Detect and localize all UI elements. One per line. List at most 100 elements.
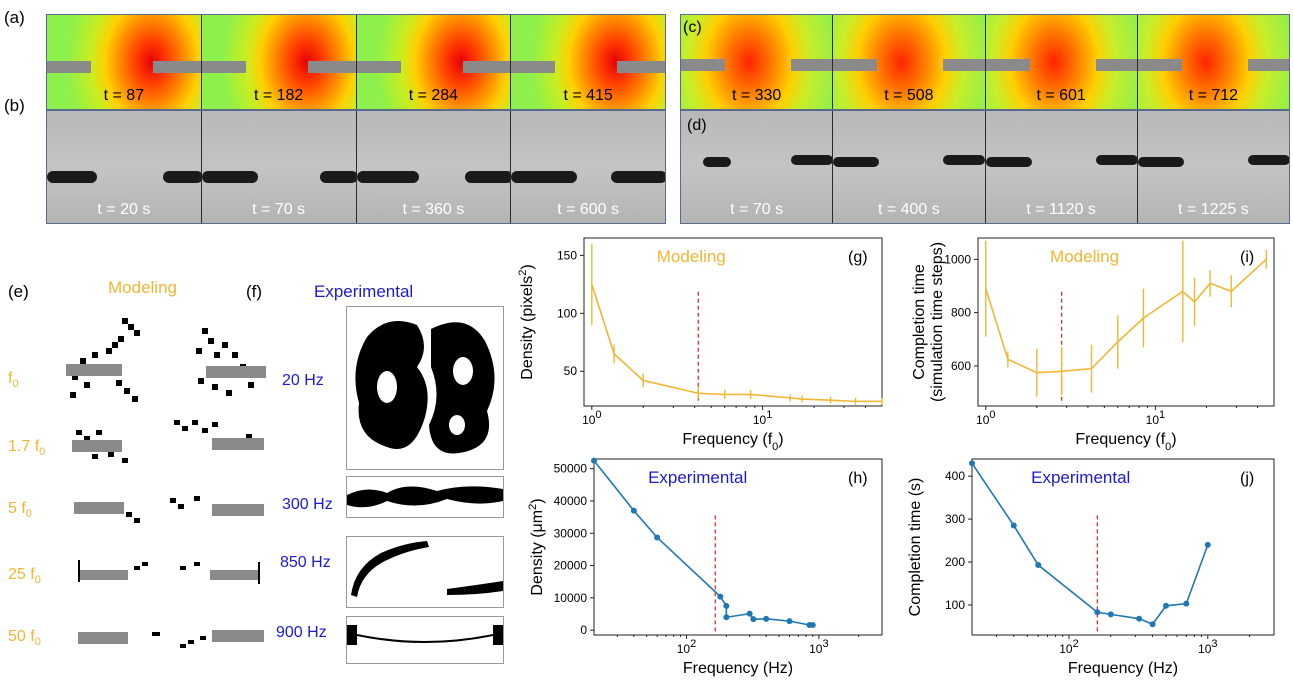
sim-strip-left: t = 87 t = 182 t = 284 t = 415 (46, 14, 666, 110)
sim-frame: t = 508 (833, 15, 986, 109)
time-label: t = 70 s (730, 201, 784, 218)
panel-label-h: (h) (848, 470, 868, 487)
y-axis-label-line2: (simulation time steps) (929, 242, 946, 402)
y-tick-label: 100 (945, 598, 965, 612)
time-label: t = 712 (1188, 87, 1239, 104)
row-label-20hz: 20 Hz (282, 372, 324, 389)
y-tick-label: 50000 (554, 462, 588, 476)
row-label-900hz: 900 Hz (276, 624, 327, 641)
y-tick-label: 800 (951, 306, 971, 320)
data-point (750, 616, 757, 623)
chart-title: Modeling (657, 247, 726, 266)
data-point (723, 614, 730, 621)
time-label: t = 508 (884, 87, 934, 104)
y-tick-label: 20000 (554, 559, 588, 573)
chart-i: 600 800 1000 100 101 Modeling (i) Frequency (f0… (911, 237, 1275, 453)
exp-frame: t = 1225 s (1137, 111, 1289, 223)
panel-label-a: (a) (4, 8, 25, 27)
data-point (746, 610, 753, 617)
data-point (1149, 621, 1156, 628)
sim-frame: (c) t = 330 (681, 15, 834, 109)
series-line (591, 284, 882, 403)
y-tick-label: 600 (951, 359, 971, 373)
y-axis-label: Completion time (s) (907, 478, 924, 617)
data-point (591, 457, 597, 464)
x-tick-label: 100 (582, 409, 601, 427)
y-tick-label: 150 (557, 248, 577, 262)
x-tick-label: 103 (1198, 638, 1217, 656)
plot-frame (583, 237, 883, 407)
exp-thumb-300hz (346, 476, 504, 518)
data-point (1107, 611, 1114, 618)
row-label-f0: f0 (8, 370, 19, 391)
panel-label-c: (c) (683, 19, 702, 36)
exp-frame: t = 1120 s (985, 111, 1138, 223)
row-label-300hz: 300 Hz (282, 496, 333, 513)
time-label: t = 400 s (877, 201, 940, 218)
exp-strip-right: (d) t = 70 s t = 400 s t = 1120 s t = 12… (680, 110, 1290, 224)
y-tick-label: 40000 (554, 494, 588, 508)
time-label: t = 360 s (402, 201, 465, 218)
chart-j: 100 200 300 400 102 103 Experimental (j) Frequen… (907, 458, 1275, 677)
sim-frame: t = 601 (985, 15, 1138, 109)
y-tick-label: 1000 (944, 252, 971, 266)
data-point (1163, 602, 1170, 609)
x-axis-label: Frequency (Hz) (683, 660, 793, 677)
exp-frame: t = 360 s (356, 111, 512, 223)
series-line (971, 462, 1209, 626)
row-label-1-7f0: 1.7 f0 (8, 438, 46, 459)
modeling-thumbnails (66, 318, 266, 648)
time-label: t = 70 s (252, 201, 306, 218)
time-label: t = 284 (408, 87, 459, 104)
experimental-header: Experimental (314, 282, 414, 301)
x-tick-label: 103 (809, 638, 828, 656)
data-point (1136, 615, 1143, 622)
panel-label-j: (j) (1240, 470, 1254, 487)
data-point (969, 460, 975, 467)
chart-h: 0 10000 20000 30000 40000 50000 102 103 Experime… (527, 457, 883, 677)
y-axis-label: Density (μm2) (527, 498, 546, 595)
sim-frame: t = 284 (356, 15, 512, 109)
data-point (1183, 600, 1190, 607)
time-label: t = 600 s (557, 201, 620, 218)
y-tick-label: 0 (580, 623, 587, 637)
data-point (763, 615, 770, 622)
y-tick-label: 400 (945, 469, 965, 483)
exp-thumb-850hz (346, 536, 504, 608)
exp-strip-left: t = 20 s t = 70 s t = 360 s t = 600 s (46, 110, 666, 224)
time-label: t = 1225 s (1178, 201, 1249, 218)
y-tick-label: 30000 (554, 526, 588, 540)
exp-thumb-900hz (346, 616, 504, 664)
row-label-5f0: 5 f0 (8, 500, 32, 521)
sim-frame: t = 712 (1137, 15, 1289, 109)
panel-label-b: (b) (4, 96, 25, 115)
x-axis-label: Frequency (f0) (682, 431, 783, 453)
time-label: t = 1120 s (1026, 201, 1096, 218)
panel-label-g: (g) (848, 249, 868, 266)
y-axis-label: Completion time (911, 264, 928, 380)
data-point (717, 593, 724, 600)
exp-frame: t = 20 s (47, 111, 202, 223)
x-axis-label: Frequency (Hz) (1068, 660, 1178, 677)
chart-title: Experimental (648, 468, 747, 487)
data-point (1035, 562, 1042, 569)
panel-label-d: (d) (687, 117, 707, 134)
row-label-850hz: 850 Hz (280, 554, 331, 571)
y-tick-label: 100 (557, 306, 577, 320)
data-point (630, 507, 637, 514)
exp-frame: t = 400 s (833, 111, 986, 223)
y-tick-label: 200 (945, 555, 965, 569)
time-label: t = 87 (103, 87, 145, 104)
time-label: t = 601 (1036, 87, 1086, 104)
panel-label-e: (e) (8, 282, 29, 301)
sim-frame: t = 182 (201, 15, 357, 109)
x-tick-label: 100 (976, 409, 995, 427)
data-point (654, 534, 661, 541)
chart-title: Experimental (1031, 468, 1130, 487)
panel-label-i: (i) (1240, 249, 1254, 266)
data-point (1204, 541, 1211, 548)
data-point (723, 602, 730, 609)
plot-frame (977, 237, 1275, 407)
time-label: t = 415 (563, 87, 613, 104)
data-point (809, 621, 816, 628)
